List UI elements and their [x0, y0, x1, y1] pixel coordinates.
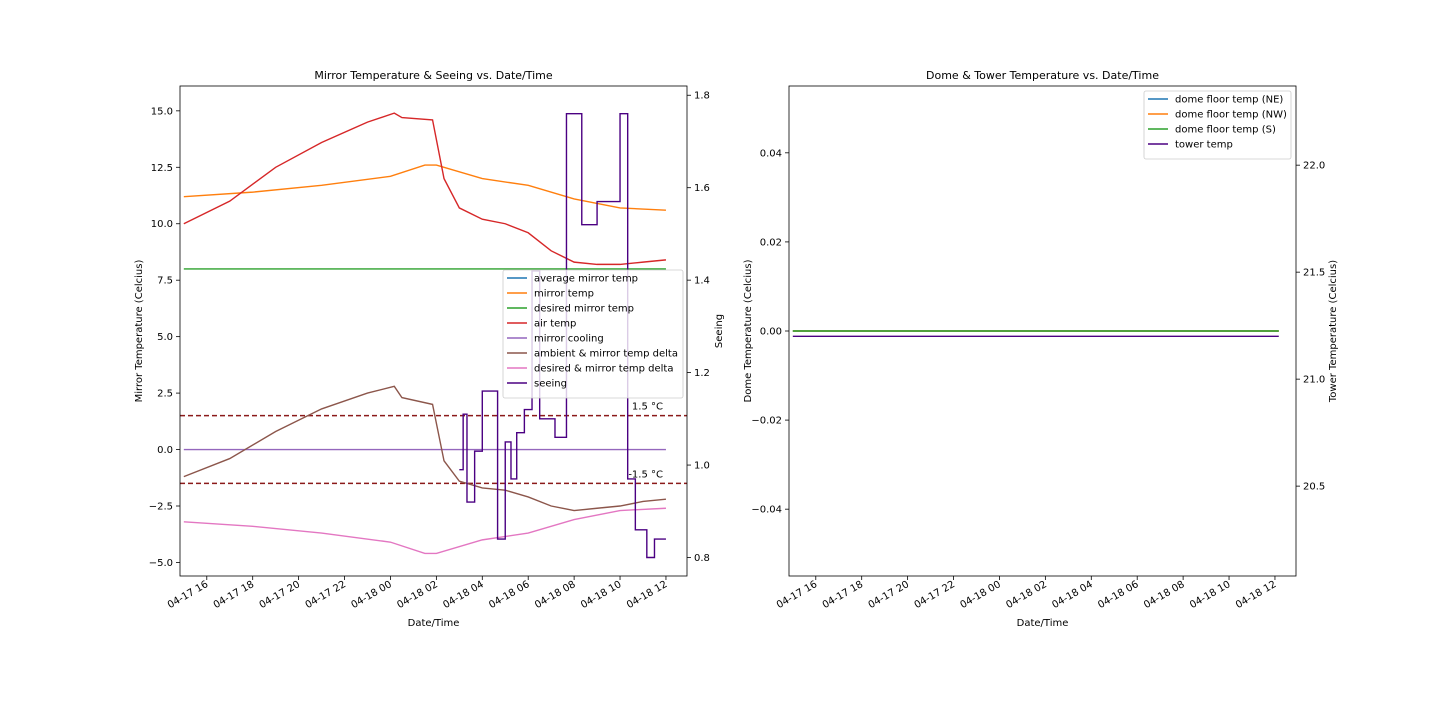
x-tick-label: 04-18 06	[487, 579, 531, 611]
y-tick-label: 0.00	[760, 327, 782, 338]
legend: dome floor temp (NE) dome floor temp (NW)…	[1143, 90, 1292, 160]
legend-entry: dome floor temp (NE)	[1175, 95, 1283, 106]
legend-entry: dome floor temp (S)	[1175, 125, 1276, 136]
y-right-tick-label: 21.0	[1303, 375, 1325, 386]
y-right-tick-label: 21.5	[1303, 268, 1325, 279]
y-axis-label: Dome Temperature (Celcius)	[743, 259, 754, 402]
y-right-axis-label: Seeing	[714, 314, 725, 348]
y-right-tick-label: 22.0	[1303, 161, 1325, 172]
x-tick-label: 04-18 02	[395, 579, 439, 611]
y-tick-label: −2.5	[149, 502, 173, 513]
x-tick-label: 04-17 18	[212, 579, 256, 611]
x-tick-label: 04-18 10	[579, 579, 623, 611]
chart-title: Dome & Tower Temperature vs. Date/Time	[926, 69, 1159, 82]
legend-entry: desired mirror temp	[534, 304, 634, 315]
chart-title: Mirror Temperature & Seeing vs. Date/Tim…	[314, 69, 553, 82]
x-tick-label: 04-18 04	[1050, 579, 1094, 611]
x-tick-label: 04-18 10	[1188, 579, 1232, 611]
y-tick-label: 0.04	[760, 148, 782, 159]
legend-entry: mirror temp	[534, 289, 594, 300]
x-tick-label: 04-17 16	[166, 579, 210, 611]
x-tick-label: 04-17 20	[258, 579, 302, 611]
y-tick-label: 2.5	[157, 389, 173, 400]
y-tick-label: 0.02	[760, 237, 782, 248]
legend-box	[502, 269, 684, 399]
legend-entry: average mirror temp	[534, 274, 638, 285]
legend-entry: desired & mirror temp delta	[534, 364, 673, 375]
y-tick-label: 5.0	[157, 332, 173, 343]
reference-line-label: 1.5 °C	[632, 402, 663, 413]
x-axis-label: Date/Time	[408, 618, 460, 629]
x-tick-label: 04-18 00	[350, 579, 394, 611]
x-tick-label: 04-18 02	[1004, 579, 1048, 611]
x-tick-label: 04-18 04	[441, 579, 485, 611]
y-tick-label: −0.04	[751, 505, 782, 516]
series-line	[183, 385, 667, 512]
legend-entry: ambient & mirror temp delta	[534, 349, 678, 360]
legend-entry: air temp	[534, 319, 576, 330]
y-tick-label: 12.5	[151, 163, 173, 174]
y-tick-label: −0.02	[751, 416, 782, 427]
x-tick-label: 04-17 22	[304, 579, 348, 611]
y-tick-label: 7.5	[157, 276, 173, 287]
y-right-tick-label: 1.2	[694, 368, 710, 379]
y-right-tick-label: 1.8	[694, 91, 710, 102]
y-right-tick-label: 1.0	[694, 461, 710, 472]
legend-entry: mirror cooling	[534, 334, 604, 345]
x-tick-label: 04-18 08	[1142, 579, 1186, 611]
y-right-axis-label: Tower Temperature (Celcius)	[1328, 260, 1339, 403]
dome-tower-temperature-chart: Dome & Tower Temperature vs. Date/Time 04…	[743, 69, 1339, 629]
x-tick-label: 04-18 08	[533, 579, 577, 611]
x-tick-label: 04-18 12	[1234, 579, 1278, 611]
legend-entry: seeing	[534, 379, 567, 390]
reference-line-label: -1.5 °C	[628, 469, 663, 480]
y-tick-label: 15.0	[151, 106, 173, 117]
y-right-tick-label: 0.8	[694, 553, 710, 564]
y-axis-label: Mirror Temperature (Celcius)	[134, 260, 145, 403]
legend-entry: dome floor temp (NW)	[1175, 110, 1287, 121]
mirror-temperature-chart: 1.5 °C -1.5 °C Mirror Temperature & Seeing…	[134, 69, 725, 629]
x-tick-label: 04-18 00	[959, 579, 1003, 611]
series-line	[183, 507, 666, 555]
x-axis-label: Date/Time	[1017, 618, 1069, 629]
series-line	[183, 112, 667, 266]
y-tick-label: 0.0	[157, 445, 173, 456]
y-right-tick-label: 1.6	[694, 183, 710, 194]
y-tick-label: 10.0	[151, 219, 173, 230]
y-tick-label: −5.0	[149, 558, 173, 569]
legend-box	[1143, 90, 1292, 160]
x-tick-label: 04-18 06	[1096, 579, 1140, 611]
x-tick-label: 04-17 20	[867, 579, 911, 611]
axes-frame	[179, 85, 688, 577]
x-tick-label: 04-17 22	[913, 579, 957, 611]
y-right-tick-label: 1.4	[694, 276, 710, 287]
y-right-tick-label: 20.5	[1303, 482, 1325, 493]
x-tick-label: 04-17 18	[821, 579, 865, 611]
x-tick-label: 04-17 16	[775, 579, 819, 611]
x-tick-label: 04-18 12	[625, 579, 669, 611]
legend: average mirror temp mirror temp desired mi…	[502, 269, 684, 399]
legend-entry: tower temp	[1175, 140, 1233, 151]
series-line	[183, 164, 666, 211]
